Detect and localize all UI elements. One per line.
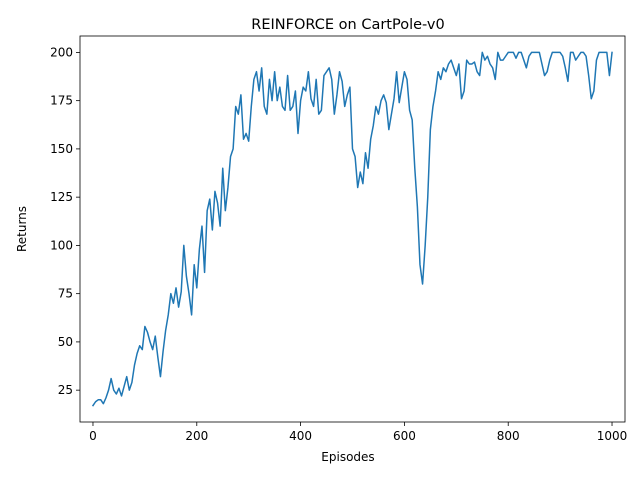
y-tick-label: 175: [50, 94, 73, 108]
y-tick-label: 75: [58, 287, 73, 301]
x-tick-label: 400: [289, 429, 312, 443]
x-tick-label: 0: [89, 429, 97, 443]
chart-title: REINFORCE on CartPole-v0: [251, 17, 444, 33]
y-axis-title: Returns: [15, 206, 29, 252]
x-axis-title: Episodes: [321, 450, 374, 464]
y-tick-label: 50: [58, 335, 73, 349]
plot-area: [91, 51, 613, 407]
y-tick-label: 25: [58, 383, 73, 397]
x-tick-label: 200: [185, 429, 208, 443]
y-tick-label: 200: [50, 45, 73, 59]
y-tick-label: 100: [50, 238, 73, 252]
x-axis: 0 200 400 600 800 1000: [89, 422, 627, 443]
x-tick-label: 800: [497, 429, 520, 443]
x-tick-label: 1000: [597, 429, 628, 443]
y-tick-label: 150: [50, 142, 73, 156]
y-axis: 25 50 75 100 125 150 175 200: [50, 45, 80, 397]
y-tick-label: 125: [50, 190, 73, 204]
series-line-returns: [91, 51, 613, 407]
x-tick-label: 600: [393, 429, 416, 443]
plot-frame: [79, 35, 626, 423]
